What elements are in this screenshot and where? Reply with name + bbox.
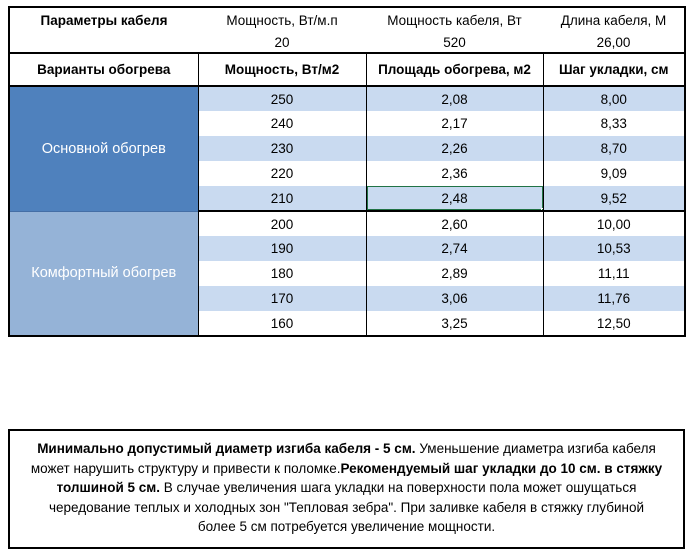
cable-length-label-cell[interactable]: Длина кабеля, М bbox=[560, 13, 667, 28]
step-header-cell[interactable]: Шаг укладки, см bbox=[542, 53, 686, 87]
step-cell[interactable]: 11,11 bbox=[542, 261, 685, 286]
power-cell[interactable]: 200 bbox=[197, 210, 366, 236]
step-cell[interactable]: 12,50 bbox=[542, 311, 685, 336]
area-cell[interactable]: 2,36 bbox=[365, 161, 543, 186]
step-cell[interactable]: 8,33 bbox=[542, 111, 685, 136]
area-cell[interactable]: 2,89 bbox=[365, 261, 543, 286]
area-cell[interactable]: 2,26 bbox=[365, 136, 543, 161]
selected-cell-value: 2,48 bbox=[441, 190, 468, 206]
power-cell[interactable]: 170 bbox=[197, 286, 366, 311]
area-header-cell[interactable]: Площадь обогрева, м2 bbox=[365, 53, 544, 87]
group-label-main[interactable]: Основной обогрев bbox=[9, 86, 198, 211]
power-per-m-value-cell[interactable]: 20 bbox=[198, 33, 366, 54]
fill-handle[interactable] bbox=[540, 208, 543, 211]
column-header-row: Варианты обогрева Мощность, Вт/м2 Площад… bbox=[8, 53, 686, 87]
step-cell[interactable]: 8,70 bbox=[542, 136, 685, 161]
step-cell[interactable]: 8,00 bbox=[542, 86, 685, 111]
note-segment: Рекомендуемый шаг укладки до 10 см. в ст… bbox=[56, 460, 663, 496]
heating-calc-table-wrap: Параметры кабеля Мощность, Вт/м.п Мощнос… bbox=[8, 6, 686, 337]
params-values-row: 20 520 26,00 bbox=[9, 33, 685, 54]
table-row: Основной обогрев 250 2,08 8,00 bbox=[9, 86, 685, 211]
power-cell[interactable]: 210 bbox=[197, 186, 366, 211]
area-cell[interactable]: 2,60 bbox=[365, 210, 543, 236]
cable-power-value-cell[interactable]: 520 bbox=[366, 33, 543, 54]
note-segment: Минимально допустимый диаметр изгиба каб… bbox=[37, 441, 416, 456]
step-cell[interactable]: 10,53 bbox=[542, 236, 685, 261]
table-row: 240 2,17 8,33 bbox=[9, 111, 685, 136]
area-cell[interactable]: 3,06 bbox=[365, 286, 543, 311]
heating-table: Параметры кабеля Мощность, Вт/м.п Мощнос… bbox=[8, 6, 686, 337]
cable-power-label-cell[interactable]: Мощность кабеля, Вт bbox=[387, 13, 522, 28]
table-row: 170 3,06 11,76 bbox=[9, 286, 685, 311]
power-cell[interactable]: 230 bbox=[197, 136, 366, 161]
params-title-cell[interactable]: Параметры кабеля bbox=[40, 13, 168, 28]
note-segment: Уменьшение диаметра изгиба кабеля может … bbox=[30, 441, 656, 476]
selected-area-cell[interactable]: 2,48 bbox=[365, 186, 543, 211]
group-label-comfort[interactable]: Комфортный обогрев bbox=[9, 210, 198, 336]
power-cell[interactable]: 190 bbox=[197, 236, 366, 261]
area-cell[interactable]: 2,17 bbox=[365, 111, 543, 136]
step-cell[interactable]: 10,00 bbox=[542, 210, 685, 236]
table-row: 230 2,26 8,70 bbox=[9, 136, 685, 161]
power-cell[interactable]: 160 bbox=[197, 311, 366, 336]
area-cell[interactable]: 2,74 bbox=[365, 236, 543, 261]
power-per-m-label-cell[interactable]: Мощность, Вт/м.п bbox=[226, 13, 338, 28]
step-cell[interactable]: 9,52 bbox=[542, 186, 685, 211]
step-cell[interactable]: 9,09 bbox=[542, 161, 685, 186]
empty-cell[interactable] bbox=[9, 33, 198, 54]
cable-length-value-cell[interactable]: 26,00 bbox=[543, 33, 685, 54]
note-box[interactable]: Минимально допустимый диаметр изгиба каб… bbox=[8, 429, 685, 549]
power-cell[interactable]: 240 bbox=[197, 111, 366, 136]
params-header-row: Параметры кабеля Мощность, Вт/м.п Мощнос… bbox=[9, 7, 685, 33]
power-cell[interactable]: 180 bbox=[197, 261, 366, 286]
variants-header-cell[interactable]: Варианты обогрева bbox=[8, 53, 199, 87]
table-row: 190 2,74 10,53 bbox=[9, 236, 685, 261]
area-cell[interactable]: 3,25 bbox=[365, 311, 543, 336]
table-row: 180 2,89 11,11 bbox=[9, 261, 685, 286]
table-row: 160 3,25 12,50 bbox=[9, 311, 685, 336]
power-header-cell[interactable]: Мощность, Вт/м2 bbox=[197, 53, 367, 87]
table-row: Комфортный обогрев 200 2,60 10,00 bbox=[9, 210, 685, 336]
power-cell[interactable]: 220 bbox=[197, 161, 366, 186]
note-segment: В случае увеличения шага укладки на пове… bbox=[49, 480, 644, 534]
area-cell[interactable]: 2,08 bbox=[365, 86, 543, 111]
table-row: 220 2,36 9,09 bbox=[9, 161, 685, 186]
power-cell[interactable]: 250 bbox=[197, 86, 366, 111]
step-cell[interactable]: 11,76 bbox=[542, 286, 685, 311]
